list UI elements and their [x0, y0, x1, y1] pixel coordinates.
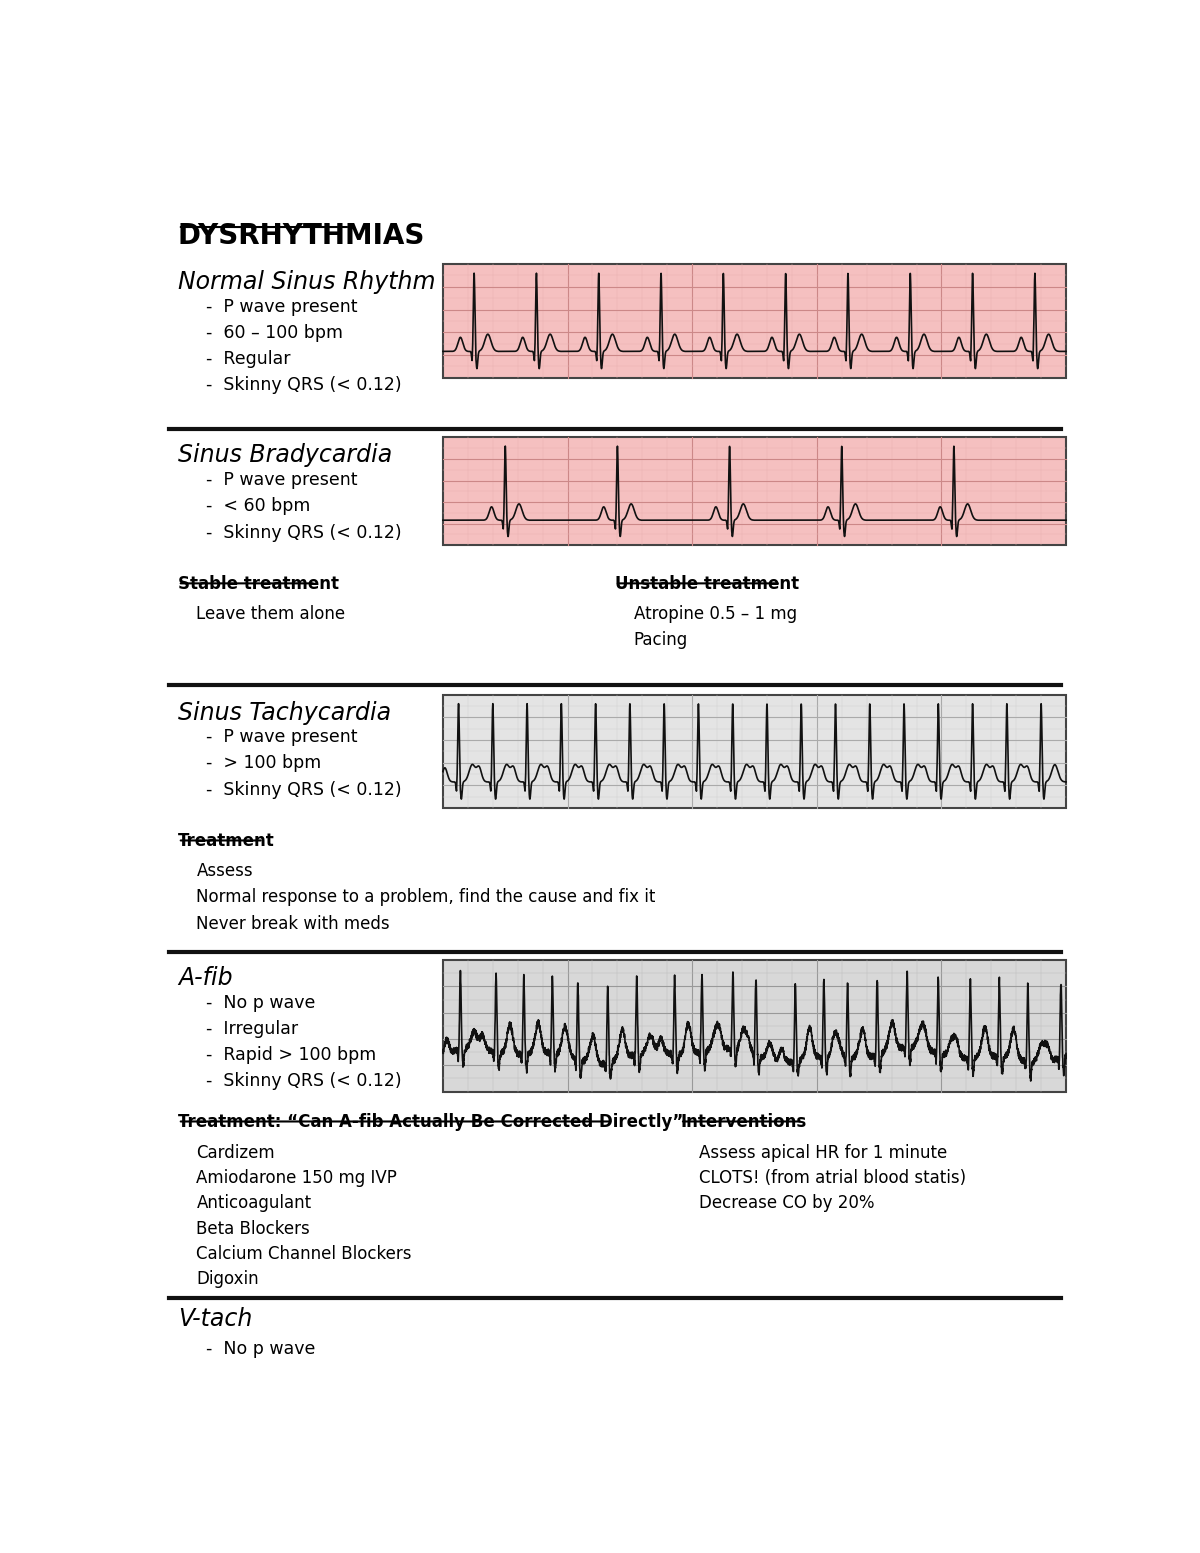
Text: Cardizem: Cardizem — [197, 1145, 275, 1162]
Text: -  P wave present: - P wave present — [206, 298, 358, 315]
FancyBboxPatch shape — [443, 960, 1066, 1092]
Text: Amiodarone 150 mg IVP: Amiodarone 150 mg IVP — [197, 1169, 397, 1188]
Text: Treatment: Treatment — [178, 832, 275, 849]
Text: -  Skinny QRS (< 0.12): - Skinny QRS (< 0.12) — [206, 781, 402, 798]
FancyBboxPatch shape — [443, 438, 1066, 545]
Text: Calcium Channel Blockers: Calcium Channel Blockers — [197, 1244, 412, 1263]
Text: Pacing: Pacing — [634, 631, 688, 649]
Text: -  Skinny QRS (< 0.12): - Skinny QRS (< 0.12) — [206, 376, 402, 394]
Text: Sinus Bradycardia: Sinus Bradycardia — [178, 444, 392, 467]
Text: -  No p wave: - No p wave — [206, 994, 316, 1011]
Text: -  Regular: - Regular — [206, 349, 290, 368]
Text: Normal Sinus Rhythm: Normal Sinus Rhythm — [178, 270, 436, 294]
Text: -  Irregular: - Irregular — [206, 1020, 298, 1037]
Text: Atropine 0.5 – 1 mg: Atropine 0.5 – 1 mg — [634, 604, 797, 623]
Text: DYSRHYTHMIAS: DYSRHYTHMIAS — [178, 222, 425, 250]
Text: Sinus Tachycardia: Sinus Tachycardia — [178, 700, 391, 725]
Text: Decrease CO by 20%: Decrease CO by 20% — [698, 1194, 874, 1213]
Text: -  Rapid > 100 bpm: - Rapid > 100 bpm — [206, 1047, 376, 1064]
Text: Normal response to a problem, find the cause and fix it: Normal response to a problem, find the c… — [197, 888, 656, 907]
Text: Treatment: “Can A-fib Actually Be Corrected Directly”: Treatment: “Can A-fib Actually Be Correc… — [178, 1114, 683, 1131]
Text: -  No p wave: - No p wave — [206, 1340, 316, 1359]
Text: Leave them alone: Leave them alone — [197, 604, 346, 623]
Text: V-tach: V-tach — [178, 1306, 252, 1331]
Text: CLOTS! (from atrial blood statis): CLOTS! (from atrial blood statis) — [698, 1169, 966, 1188]
FancyBboxPatch shape — [443, 694, 1066, 808]
Text: Digoxin: Digoxin — [197, 1270, 259, 1287]
Text: A-fib: A-fib — [178, 966, 233, 989]
FancyBboxPatch shape — [443, 264, 1066, 377]
Text: Assess apical HR for 1 minute: Assess apical HR for 1 minute — [698, 1145, 947, 1162]
Text: -  60 – 100 bpm: - 60 – 100 bpm — [206, 325, 343, 342]
Text: -  > 100 bpm: - > 100 bpm — [206, 755, 322, 772]
Text: -  Skinny QRS (< 0.12): - Skinny QRS (< 0.12) — [206, 1073, 402, 1090]
Text: -  Skinny QRS (< 0.12): - Skinny QRS (< 0.12) — [206, 523, 402, 542]
Text: -  P wave present: - P wave present — [206, 728, 358, 745]
Text: Stable treatment: Stable treatment — [178, 575, 338, 593]
Text: Beta Blockers: Beta Blockers — [197, 1219, 311, 1238]
Text: Assess: Assess — [197, 862, 253, 881]
Text: -  < 60 bpm: - < 60 bpm — [206, 497, 310, 516]
Text: Never break with meds: Never break with meds — [197, 915, 390, 933]
Text: Interventions: Interventions — [680, 1114, 806, 1131]
Text: Unstable treatment: Unstable treatment — [616, 575, 799, 593]
Text: -  P wave present: - P wave present — [206, 471, 358, 489]
Text: Anticoagulant: Anticoagulant — [197, 1194, 312, 1213]
